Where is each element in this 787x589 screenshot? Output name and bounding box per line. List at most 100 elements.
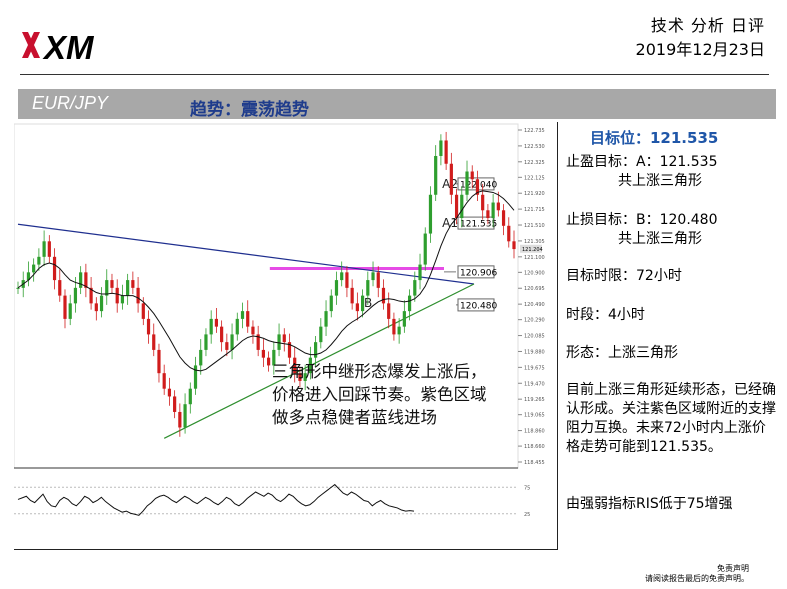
candle xyxy=(454,194,459,219)
description: 目前上涨三角形延续形态，已经确认形成。关注紫色区域附近的支撑阻力互换。未来72小… xyxy=(566,382,776,455)
y-tick-label: 120.490 xyxy=(524,302,545,308)
y-tick-label: 120.290 xyxy=(524,318,545,324)
period: 时段：4小时 xyxy=(566,307,645,323)
current-price-box xyxy=(520,244,542,253)
candle xyxy=(314,342,318,358)
disclaimer-title: 免责声明 xyxy=(717,564,749,573)
candle xyxy=(512,241,516,250)
candle xyxy=(418,264,422,281)
candle xyxy=(73,287,78,304)
y-tick-label: 118.660 xyxy=(524,444,545,450)
candle xyxy=(282,334,286,343)
candle xyxy=(204,334,208,350)
candle xyxy=(32,264,36,273)
current-price-label: 121.204 xyxy=(522,247,543,253)
y-tick-label: 118.455 xyxy=(524,460,545,466)
y-tick-label: 120.900 xyxy=(524,270,545,276)
candle xyxy=(16,287,20,289)
pattern: 形态：上涨三角形 xyxy=(566,345,678,361)
candle xyxy=(366,280,370,296)
y-tick-label: 119.265 xyxy=(524,397,545,403)
candle xyxy=(272,349,276,366)
y-tick-label: 119.675 xyxy=(524,365,545,371)
candle xyxy=(507,225,511,242)
candle xyxy=(115,287,119,304)
candle xyxy=(235,318,239,335)
candle xyxy=(99,295,104,312)
rsi-note: 由强弱指标RIS低于75增强 xyxy=(566,496,733,512)
y-tick-label: 121.715 xyxy=(524,207,545,213)
candle xyxy=(246,311,250,327)
chart-svg: 122.735 122.530 122.325 122.125 121.920 121.7… xyxy=(13,123,545,518)
level-label: 120.480 xyxy=(460,301,497,311)
candle xyxy=(298,373,302,381)
level-box xyxy=(457,265,495,279)
candle xyxy=(423,233,427,265)
candle xyxy=(350,287,354,304)
candle xyxy=(449,163,453,195)
candle xyxy=(220,326,224,343)
candle xyxy=(475,179,480,195)
candle xyxy=(256,334,260,350)
candle xyxy=(287,342,292,358)
candle xyxy=(136,287,140,304)
level-box xyxy=(457,216,495,230)
y-tick-label: 119.065 xyxy=(524,413,545,419)
candle xyxy=(303,373,307,381)
candle xyxy=(439,140,443,156)
candle xyxy=(486,210,490,219)
candle xyxy=(340,272,344,281)
candle xyxy=(167,388,172,397)
candle xyxy=(397,326,401,335)
candle xyxy=(79,272,83,288)
candle xyxy=(355,303,359,312)
candle xyxy=(360,295,365,312)
y-tick-label: 121.100 xyxy=(524,255,545,261)
candle xyxy=(387,303,391,319)
green-line xyxy=(163,283,475,439)
take-profit-line1: 止盈目标：A：121.535 xyxy=(566,154,718,170)
candle xyxy=(89,287,93,304)
level-box xyxy=(457,298,495,312)
candle xyxy=(501,210,506,226)
candle xyxy=(152,334,156,350)
candle xyxy=(42,241,46,257)
candle xyxy=(84,272,88,288)
candle xyxy=(428,194,433,234)
price-chart: 122.735 122.530 122.325 122.125 121.920 121.7… xyxy=(13,122,557,552)
candle xyxy=(47,241,51,257)
candle xyxy=(230,334,234,350)
xm-logo: XM xyxy=(22,29,95,62)
candle xyxy=(293,357,297,374)
candle xyxy=(470,171,474,180)
candle xyxy=(126,280,130,296)
candle xyxy=(460,194,464,219)
logo-text: XM xyxy=(42,29,95,62)
candle xyxy=(37,256,41,265)
candle xyxy=(188,388,192,405)
candle xyxy=(491,202,495,219)
candle xyxy=(434,155,438,195)
trend-label: 趋势：震荡趋势 xyxy=(190,100,309,120)
candle xyxy=(120,295,125,304)
candle xyxy=(402,311,406,327)
y-tick-label: 120.695 xyxy=(524,286,545,292)
candle xyxy=(345,272,349,288)
candle xyxy=(381,287,386,304)
target-level: 目标位：121.535 xyxy=(590,129,719,147)
candle xyxy=(392,318,396,335)
candle xyxy=(110,280,114,288)
y-tick-label: 121.305 xyxy=(524,239,545,245)
candle xyxy=(481,194,485,211)
disclaimer: 免责声明 请阅读报告最后的免责声明。 xyxy=(645,564,749,584)
time-limit: 目标时限：72小时 xyxy=(566,268,682,284)
y-tick-label: 122.530 xyxy=(524,144,545,150)
level-label: 120.906 xyxy=(460,268,497,278)
candle xyxy=(141,303,145,319)
y-tick-label: 119.470 xyxy=(524,381,545,387)
candle xyxy=(178,411,182,428)
candle xyxy=(444,140,448,164)
candle xyxy=(183,404,187,428)
disclaimer-note: 请阅读报告最后的免责声明。 xyxy=(645,574,749,583)
y-tick-label: 121.920 xyxy=(524,191,545,197)
